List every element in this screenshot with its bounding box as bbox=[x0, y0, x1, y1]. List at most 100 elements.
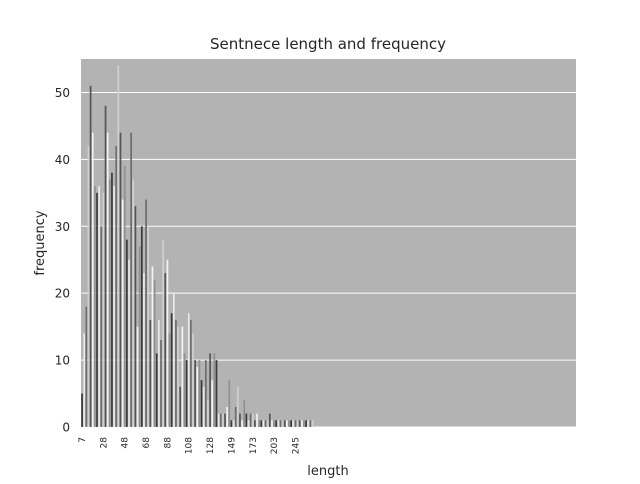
bar bbox=[217, 413, 220, 427]
bar bbox=[181, 326, 184, 427]
bar bbox=[160, 340, 162, 427]
x-tick-label: 173 bbox=[249, 437, 259, 454]
bar bbox=[273, 420, 275, 427]
bar bbox=[168, 333, 171, 427]
bar bbox=[251, 413, 254, 427]
bar bbox=[271, 420, 273, 427]
bar bbox=[147, 226, 150, 427]
y-tick-label: 20 bbox=[55, 287, 70, 301]
bar bbox=[279, 420, 282, 427]
bar bbox=[232, 420, 235, 427]
bar bbox=[83, 333, 86, 427]
chart-title: Sentnece length and frequency bbox=[210, 35, 446, 53]
bar bbox=[211, 380, 214, 427]
bar bbox=[275, 420, 278, 427]
bar bbox=[294, 420, 297, 427]
bar bbox=[303, 420, 305, 427]
bar bbox=[258, 420, 261, 427]
bar bbox=[219, 413, 222, 427]
bar bbox=[153, 279, 156, 427]
bar bbox=[143, 273, 145, 427]
y-tick-label: 40 bbox=[55, 153, 70, 167]
bar bbox=[175, 319, 177, 427]
bar bbox=[245, 413, 248, 427]
bar bbox=[194, 360, 197, 427]
bar bbox=[234, 406, 237, 427]
x-tick-label: 128 bbox=[206, 437, 216, 454]
x-tick-label: 28 bbox=[99, 437, 109, 449]
bar bbox=[207, 400, 209, 427]
bar bbox=[151, 266, 154, 427]
bar bbox=[290, 420, 293, 427]
bar bbox=[204, 360, 207, 427]
bar bbox=[239, 413, 241, 427]
y-axis-label: frequency bbox=[33, 210, 48, 276]
bar bbox=[264, 420, 267, 427]
bar bbox=[256, 413, 258, 427]
bar bbox=[91, 132, 94, 427]
bar bbox=[155, 353, 158, 427]
bar bbox=[123, 166, 126, 427]
bar bbox=[202, 386, 205, 427]
bar bbox=[215, 360, 218, 427]
x-tick-label: 149 bbox=[227, 437, 237, 454]
bar bbox=[254, 420, 256, 427]
bar bbox=[98, 186, 100, 427]
bar bbox=[164, 273, 167, 427]
bar bbox=[222, 413, 224, 427]
bar bbox=[277, 420, 280, 427]
bar bbox=[288, 420, 290, 427]
bar bbox=[96, 192, 98, 427]
bar bbox=[87, 145, 90, 427]
bar bbox=[166, 259, 169, 427]
x-tick-label: 245 bbox=[291, 437, 301, 454]
bar bbox=[247, 420, 250, 427]
bar bbox=[249, 413, 252, 427]
bar bbox=[177, 326, 179, 427]
bar bbox=[305, 420, 307, 427]
bar bbox=[300, 420, 303, 427]
bar bbox=[262, 420, 265, 427]
bar bbox=[138, 246, 141, 427]
bar bbox=[209, 353, 211, 427]
bar bbox=[117, 65, 120, 427]
bar bbox=[132, 179, 135, 427]
bar bbox=[170, 313, 173, 427]
bar bbox=[104, 105, 107, 427]
bar bbox=[226, 406, 229, 427]
bar bbox=[179, 386, 182, 427]
bar bbox=[106, 132, 109, 427]
bar bbox=[113, 186, 115, 427]
bar bbox=[94, 186, 96, 427]
bar bbox=[121, 199, 124, 427]
x-axis-label: length bbox=[307, 464, 348, 479]
bar bbox=[130, 132, 132, 427]
bar bbox=[296, 420, 299, 427]
bar bbox=[100, 226, 103, 427]
bar bbox=[85, 306, 88, 427]
bar bbox=[158, 319, 160, 427]
bar bbox=[311, 420, 314, 427]
bar bbox=[111, 172, 113, 427]
bar bbox=[243, 400, 246, 427]
bar bbox=[81, 393, 83, 427]
bar bbox=[162, 239, 164, 427]
bar bbox=[140, 226, 143, 427]
bar bbox=[292, 420, 295, 427]
bar bbox=[145, 199, 147, 427]
bar bbox=[241, 420, 243, 427]
bar bbox=[149, 319, 152, 427]
bar bbox=[187, 313, 190, 427]
bar bbox=[224, 413, 226, 427]
bar bbox=[196, 366, 199, 427]
bar bbox=[136, 326, 139, 427]
bar bbox=[228, 380, 231, 427]
bar bbox=[236, 386, 239, 427]
bar bbox=[128, 259, 130, 427]
bar bbox=[213, 353, 216, 427]
bar bbox=[126, 239, 128, 427]
y-tick-label: 0 bbox=[62, 421, 70, 435]
bar bbox=[309, 420, 312, 427]
bar bbox=[298, 420, 301, 427]
